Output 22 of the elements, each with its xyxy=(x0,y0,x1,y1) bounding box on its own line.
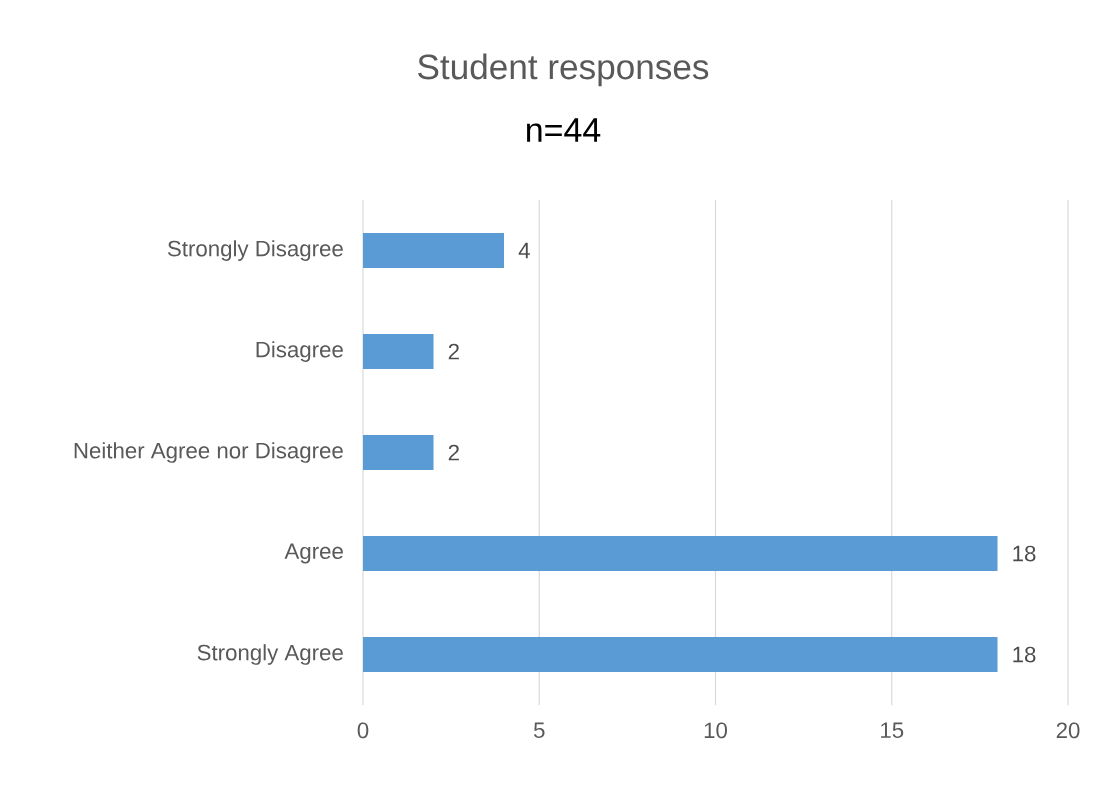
x-tick-label: 0 xyxy=(357,722,369,739)
y-tick-label: Neither Agree nor Disagree xyxy=(74,442,343,463)
x-tick-label: 15 xyxy=(881,722,904,739)
y-tick-label: Strongly Disagree xyxy=(167,240,343,261)
chart-subtitle: n=44 xyxy=(527,118,601,142)
data-label: 4 xyxy=(518,242,530,259)
y-tick-label: Strongly Agree xyxy=(197,644,343,665)
bar xyxy=(363,435,434,471)
bar xyxy=(363,334,434,370)
x-tick-label: 10 xyxy=(704,722,727,739)
x-tick-label: 20 xyxy=(1056,722,1080,739)
chart-title: Student responses xyxy=(418,53,709,87)
data-label: 2 xyxy=(448,444,459,461)
data-label: 2 xyxy=(448,343,459,360)
y-tick-label: Agree xyxy=(284,543,343,564)
data-label: 18 xyxy=(1013,545,1036,562)
bar xyxy=(363,637,998,673)
bar xyxy=(363,233,504,269)
x-tick-label: 5 xyxy=(533,722,545,739)
y-tick-label: Disagree xyxy=(256,341,343,362)
data-label: 18 xyxy=(1013,646,1036,663)
bar xyxy=(363,536,998,572)
